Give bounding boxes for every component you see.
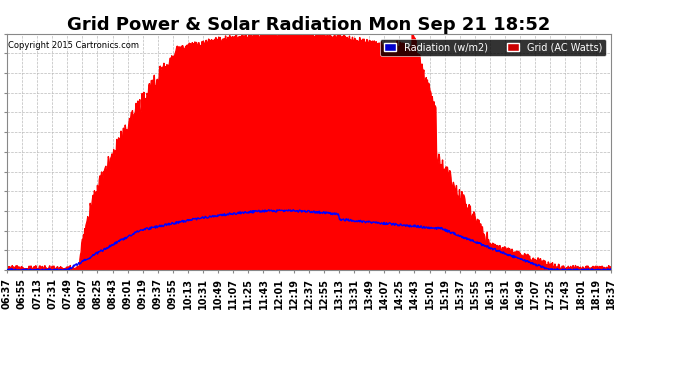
Title: Grid Power & Solar Radiation Mon Sep 21 18:52: Grid Power & Solar Radiation Mon Sep 21 … xyxy=(67,16,551,34)
Legend: Radiation (w/m2), Grid (AC Watts): Radiation (w/m2), Grid (AC Watts) xyxy=(380,39,606,56)
Text: Copyright 2015 Cartronics.com: Copyright 2015 Cartronics.com xyxy=(8,41,139,50)
